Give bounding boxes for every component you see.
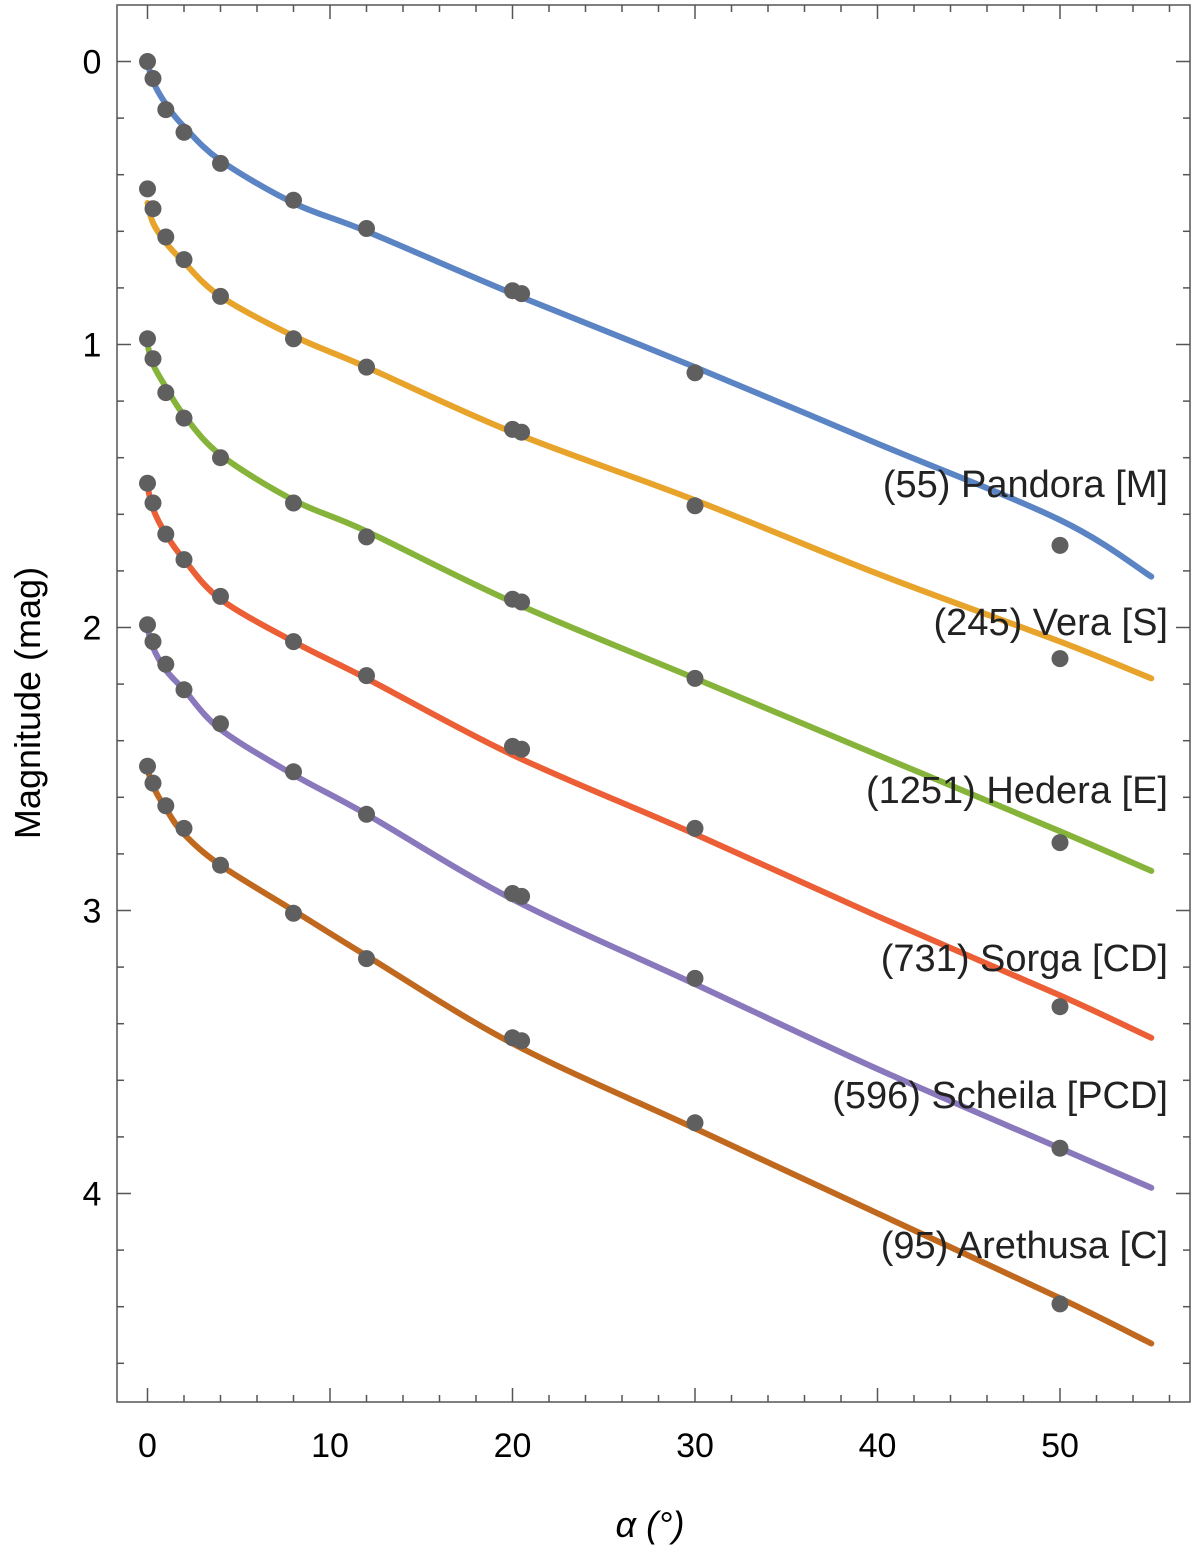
observation-point-1-5 <box>212 154 229 172</box>
fit-curve-2 <box>144 200 1155 682</box>
observation-point-2-4 <box>175 251 193 269</box>
observation-point-1-9 <box>513 285 531 303</box>
x-tick-label: 10 <box>311 1427 349 1465</box>
fit-curve-6 <box>144 766 1155 1347</box>
observation-point-5-5 <box>212 715 229 733</box>
observation-point-3-3 <box>157 384 175 402</box>
fit-curves <box>144 58 1155 1347</box>
observation-point-2-11 <box>1051 650 1069 668</box>
observation-point-5-9 <box>513 887 531 905</box>
observation-point-1-11 <box>1051 536 1069 554</box>
observation-point-2-3 <box>157 228 175 246</box>
observation-point-4-9 <box>513 740 531 758</box>
observation-point-3-2 <box>144 350 162 368</box>
observation-point-1-7 <box>358 220 375 237</box>
series-label-1: (55) Pandora [M] <box>883 464 1168 506</box>
plot-frame <box>116 4 1191 1403</box>
observation-point-6-6 <box>285 904 302 922</box>
observation-point-1-10 <box>686 364 704 382</box>
observation-point-4-7 <box>358 667 375 685</box>
x-tick-label: 0 <box>138 1427 157 1465</box>
observation-point-1-2 <box>144 70 162 87</box>
observation-point-3-9 <box>513 593 531 611</box>
observation-point-6-5 <box>212 856 229 874</box>
x-axis-title: α (°) <box>616 1504 685 1545</box>
observation-point-2-7 <box>358 358 375 376</box>
observation-point-6-9 <box>513 1032 531 1050</box>
observation-point-4-11 <box>1051 998 1069 1016</box>
observation-point-6-10 <box>686 1114 704 1132</box>
observation-point-5-4 <box>175 681 193 699</box>
observation-point-6-1 <box>139 757 156 775</box>
observation-point-2-5 <box>212 287 229 305</box>
fit-curve-5 <box>144 624 1155 1191</box>
observation-point-3-1 <box>139 330 156 348</box>
y-tick-label: 1 <box>83 327 102 365</box>
series-label-4: (731) Sorga [CD] <box>881 938 1168 980</box>
observation-point-1-3 <box>157 101 175 119</box>
observation-point-5-6 <box>285 763 302 781</box>
y-tick-label: 0 <box>83 44 102 82</box>
observation-point-2-9 <box>513 423 531 441</box>
observation-point-1-1 <box>139 53 156 70</box>
fit-curve-4 <box>144 483 1155 1041</box>
observation-points <box>139 53 1069 1313</box>
observation-point-6-3 <box>157 797 175 815</box>
y-axis-title: Magnitude (mag) <box>7 567 48 839</box>
observation-point-4-3 <box>157 525 175 543</box>
observation-point-5-7 <box>358 805 375 823</box>
observation-point-5-1 <box>139 616 156 634</box>
series-labels: (55) Pandora [M] (245) Vera [S] (1251) Hed… <box>832 464 1168 1267</box>
y-tick-label: 3 <box>83 893 102 931</box>
observation-point-5-11 <box>1051 1139 1069 1157</box>
observation-point-3-11 <box>1051 834 1069 852</box>
observation-point-6-4 <box>175 819 193 837</box>
observation-point-4-5 <box>212 587 229 605</box>
observation-point-6-11 <box>1051 1295 1069 1313</box>
x-tick-label: 30 <box>676 1427 714 1465</box>
observation-point-5-10 <box>686 969 704 987</box>
observation-point-6-2 <box>144 774 162 792</box>
x-tick-label: 40 <box>859 1427 897 1465</box>
observation-point-4-1 <box>139 474 156 492</box>
observation-point-3-5 <box>212 449 229 467</box>
observation-point-4-6 <box>285 633 302 651</box>
series-label-3: (1251) Hedera [E] <box>866 770 1168 812</box>
series-label-6: (95) Arethusa [C] <box>881 1225 1168 1267</box>
observation-point-3-4 <box>175 409 193 427</box>
observation-point-2-10 <box>686 497 704 515</box>
observation-point-3-7 <box>358 528 375 546</box>
observation-point-4-4 <box>175 551 193 569</box>
y-tick-label: 4 <box>83 1176 102 1214</box>
observation-point-2-1 <box>139 180 156 198</box>
observation-point-6-7 <box>358 950 375 968</box>
axis-ticks: 0 10 20 30 40 50 0 1 2 3 4 <box>83 5 1190 1465</box>
observation-point-2-2 <box>144 200 162 218</box>
y-tick-label: 2 <box>83 610 102 648</box>
observation-point-4-2 <box>144 494 162 512</box>
observation-point-3-10 <box>686 669 704 687</box>
series-label-2: (245) Vera [S] <box>934 602 1168 644</box>
observation-point-5-3 <box>157 655 175 673</box>
observation-point-3-6 <box>285 494 302 512</box>
series-label-5: (596) Scheila [PCD] <box>832 1075 1168 1117</box>
observation-point-4-10 <box>686 819 704 837</box>
observation-point-1-6 <box>285 191 302 209</box>
observation-point-1-4 <box>175 123 193 141</box>
x-tick-label: 20 <box>494 1427 532 1465</box>
observation-point-2-6 <box>285 330 302 348</box>
x-tick-label: 50 <box>1041 1427 1079 1465</box>
observation-point-5-2 <box>144 633 162 651</box>
